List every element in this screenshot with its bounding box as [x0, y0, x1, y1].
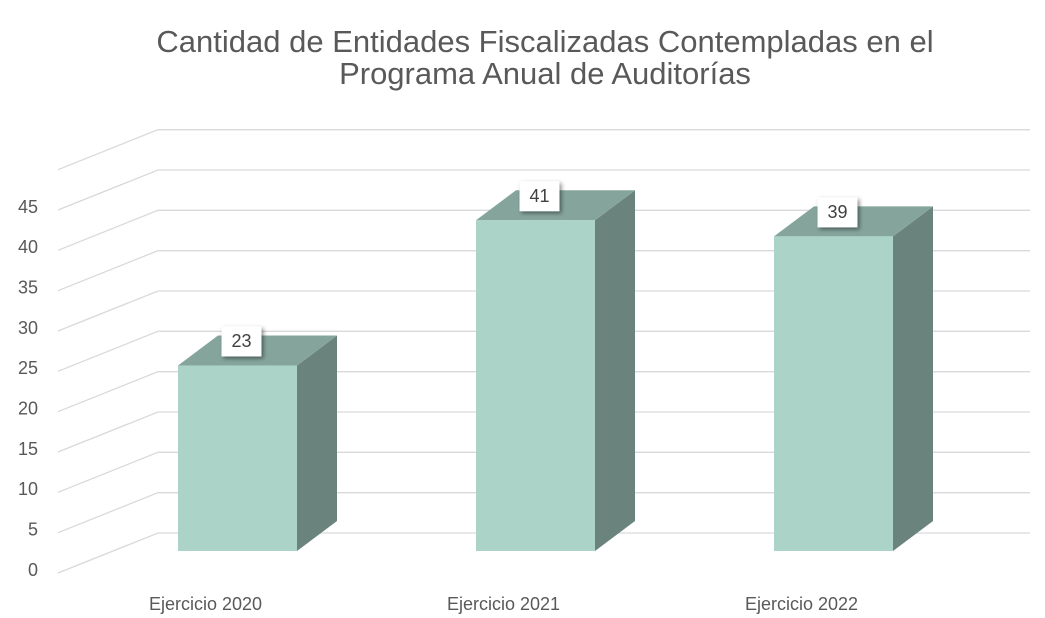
y-tick-label: 0 [28, 560, 38, 580]
grid-line [57, 532, 1030, 574]
chart-title: Programa Anual de Auditorías [339, 56, 751, 91]
data-label-box [817, 197, 858, 228]
x-tick-label: Ejercicio 2021 [447, 594, 560, 614]
y-tick-label: 30 [18, 318, 38, 338]
data-label: 39 [827, 202, 847, 222]
bar-side [595, 190, 635, 551]
bar [774, 236, 893, 551]
data-label: 41 [529, 186, 549, 206]
bar [476, 220, 595, 551]
grid-line [57, 492, 1030, 534]
data-label-box [221, 326, 262, 357]
grid: 0 5 10 15 20 25 30 35 40 45 [18, 129, 1030, 580]
grid-line [57, 411, 1030, 453]
grid-line [57, 371, 1030, 413]
grid-line [57, 451, 1030, 493]
y-tick-label: 15 [18, 439, 38, 459]
bar-side [893, 206, 933, 551]
x-tick-label: Ejercicio 2022 [745, 594, 858, 614]
y-tick-label: 45 [18, 197, 38, 217]
grid-line [57, 209, 1030, 251]
grid-line [57, 129, 1030, 171]
bar [178, 365, 297, 551]
chart-title: Cantidad de Entidades Fiscalizadas Conte… [156, 24, 933, 59]
grid-line [57, 169, 1030, 211]
grid-line [57, 250, 1030, 292]
bars: 23 Ejercicio 2020 41 Ejercicio 2021 39 Ejerci… [149, 181, 933, 614]
y-tick-label: 25 [18, 358, 38, 378]
y-tick-label: 5 [28, 519, 38, 539]
x-tick-label: Ejercicio 2020 [149, 594, 262, 614]
grid-line [57, 330, 1030, 372]
y-tick-label: 40 [18, 237, 38, 257]
grid-line [57, 290, 1030, 332]
data-label-box [519, 181, 560, 212]
data-label: 23 [231, 331, 251, 351]
y-tick-label: 35 [18, 277, 38, 297]
y-tick-label: 20 [18, 398, 38, 418]
y-tick-label: 10 [18, 479, 38, 499]
bar-side [297, 335, 337, 551]
